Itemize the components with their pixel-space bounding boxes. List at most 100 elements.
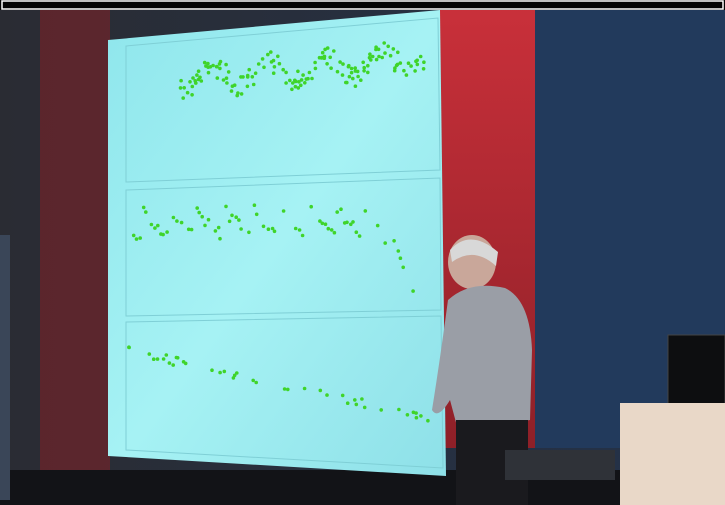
dot [195, 73, 199, 77]
dot [127, 345, 131, 350]
dot [366, 70, 370, 75]
top-bar [0, 0, 725, 10]
dot [353, 66, 358, 70]
dot [253, 71, 258, 75]
dot [185, 90, 190, 95]
dot [341, 62, 345, 66]
dot [216, 225, 221, 230]
dot [354, 230, 359, 234]
dot [297, 80, 301, 84]
dot [347, 74, 352, 79]
dot [256, 62, 261, 66]
dot [318, 388, 323, 393]
dot [161, 232, 165, 237]
dot [376, 47, 381, 52]
dot [186, 227, 191, 232]
dot [181, 96, 185, 100]
dot [326, 226, 331, 231]
dot [235, 371, 239, 375]
panel-middle [125, 177, 442, 317]
dot [232, 83, 237, 87]
dot [225, 81, 229, 85]
dot [171, 363, 175, 367]
dot [134, 237, 139, 241]
podium [620, 403, 725, 505]
dot [396, 50, 400, 55]
dot [156, 223, 160, 228]
dot [196, 69, 201, 73]
floor [0, 470, 725, 505]
dot [318, 219, 322, 223]
dot [190, 84, 195, 89]
dot [269, 50, 273, 54]
dot [304, 77, 309, 81]
dot [272, 65, 277, 69]
dot [210, 368, 214, 373]
dot [386, 44, 391, 49]
dot [153, 226, 157, 230]
dot [354, 402, 359, 407]
dot [200, 214, 204, 219]
dot [351, 220, 355, 224]
dot [345, 401, 350, 406]
dot [284, 81, 288, 85]
dot [206, 217, 211, 222]
dot [406, 61, 411, 65]
dot [383, 51, 387, 55]
dot [270, 226, 275, 231]
dot [392, 239, 396, 243]
dot [375, 223, 380, 228]
dot [272, 229, 277, 234]
dot [144, 210, 148, 214]
dot [218, 66, 222, 71]
dot [226, 70, 231, 74]
dot [262, 65, 266, 70]
dot [299, 78, 304, 82]
dot [411, 289, 415, 293]
dot [344, 80, 348, 85]
dot [284, 70, 288, 75]
dot [218, 236, 222, 241]
dot [252, 203, 257, 207]
dot [367, 55, 372, 60]
dot [195, 206, 199, 210]
dot [328, 55, 333, 60]
dot [382, 41, 387, 45]
dot [415, 62, 420, 67]
dot [340, 393, 345, 398]
dot [291, 81, 295, 85]
dot [332, 49, 336, 53]
dot [415, 58, 420, 63]
dot [322, 54, 327, 59]
dot [224, 62, 228, 67]
dot [296, 69, 300, 74]
dot [418, 54, 423, 59]
dot [361, 60, 366, 65]
dot [297, 228, 302, 232]
dot [335, 69, 340, 74]
dot [230, 213, 234, 218]
dot [277, 61, 282, 66]
dot [218, 370, 222, 375]
dot [211, 63, 215, 68]
dot [239, 92, 244, 96]
dot [182, 86, 186, 90]
dot [213, 229, 218, 233]
monitor [667, 334, 725, 406]
dot [307, 70, 312, 75]
dot [362, 405, 367, 410]
dot [301, 73, 305, 77]
dot [398, 61, 403, 65]
dot [203, 223, 207, 228]
dot [319, 56, 324, 60]
dot [366, 63, 370, 68]
dot [392, 68, 397, 73]
dot [276, 54, 280, 59]
dot [245, 73, 250, 78]
dot [320, 221, 325, 226]
dot [196, 77, 201, 82]
dot [360, 397, 364, 401]
dot [218, 59, 223, 64]
dot [351, 76, 355, 81]
dot [206, 70, 211, 75]
